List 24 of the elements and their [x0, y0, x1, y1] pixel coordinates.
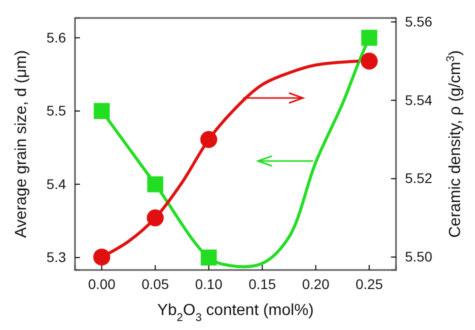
point — [360, 52, 378, 70]
point — [200, 250, 217, 266]
y2-tick-label: 5.52 — [405, 170, 432, 186]
x-tick-label: 0.05 — [142, 276, 170, 292]
x-tick-label: 0.10 — [195, 276, 223, 292]
x-tick-label: 0.25 — [356, 276, 384, 292]
y-tick-label: 5.5 — [46, 102, 66, 119]
x-tick-label: 0.15 — [248, 276, 276, 292]
y2-tick-label: 5.56 — [405, 13, 432, 30]
point — [361, 30, 378, 46]
y-tick-label: 5.3 — [46, 249, 66, 266]
point — [200, 130, 218, 148]
y2-tick-label: 5.50 — [405, 248, 432, 265]
point — [147, 176, 164, 192]
point — [94, 103, 110, 120]
point — [93, 248, 110, 266]
x-tick-label: 0.20 — [302, 276, 330, 292]
x-axis-title: Yb$_{2}$O$_{3}$ content (mol%) — [157, 302, 314, 324]
y-axis-title: Average grain size, d (μm) — [13, 50, 30, 238]
point — [146, 209, 164, 226]
y2-tick-label: 5.54 — [405, 92, 432, 108]
y-tick-label: 5.6 — [46, 29, 66, 46]
y-tick-label: 5.4 — [46, 176, 66, 192]
x-tick-label: 0.00 — [88, 276, 116, 292]
